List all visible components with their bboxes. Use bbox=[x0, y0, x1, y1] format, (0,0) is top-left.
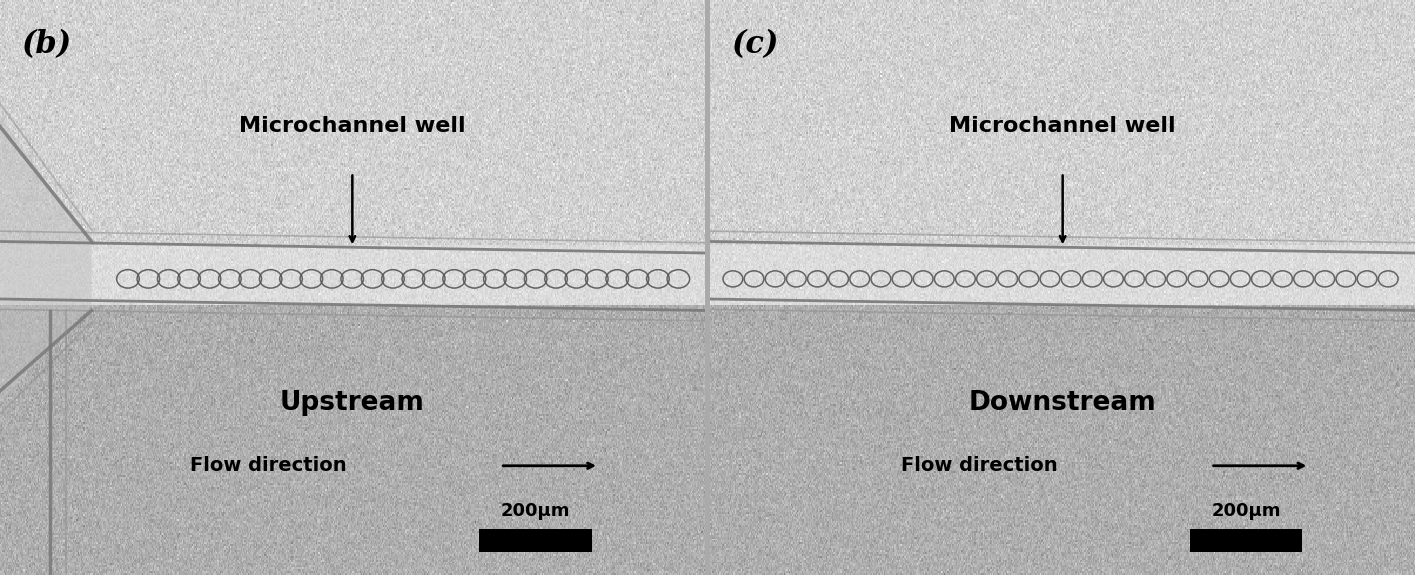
Text: 200μm: 200μm bbox=[501, 503, 570, 520]
Text: Downstream: Downstream bbox=[969, 389, 1156, 416]
Text: Flow direction: Flow direction bbox=[190, 456, 347, 476]
Text: Upstream: Upstream bbox=[280, 389, 424, 416]
Bar bbox=[1190, 529, 1302, 552]
Bar bbox=[480, 529, 591, 552]
Text: Microchannel well: Microchannel well bbox=[239, 117, 466, 136]
Polygon shape bbox=[0, 115, 92, 402]
Text: (b): (b) bbox=[21, 29, 71, 60]
Text: (c): (c) bbox=[732, 29, 778, 60]
Text: Microchannel well: Microchannel well bbox=[949, 117, 1176, 136]
Text: Flow direction: Flow direction bbox=[900, 456, 1057, 476]
Text: 200μm: 200μm bbox=[1211, 503, 1281, 520]
